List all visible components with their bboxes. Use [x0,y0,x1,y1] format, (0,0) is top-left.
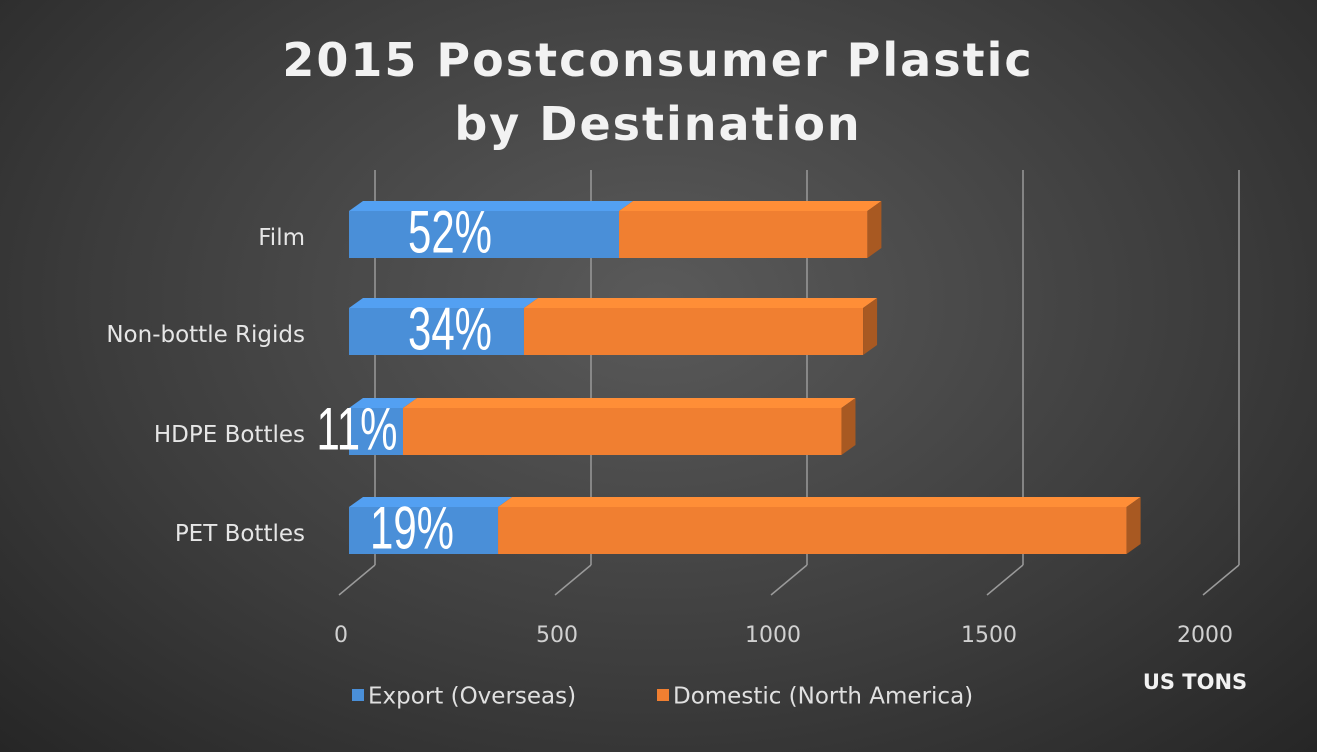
legend-label: Export (Overseas) [368,684,576,710]
x-tick-label: 0 [334,623,348,648]
grid-floor-line [1202,564,1240,596]
grid-floor-line [554,564,592,596]
bar [349,211,619,258]
bar-annotation: 19% [370,494,454,561]
x-tick-label: 1500 [961,623,1017,648]
x-axis-label: US TONS [1143,670,1247,694]
bar-top [349,298,538,308]
x-tick-label: 1000 [745,623,801,648]
bar-top [498,497,1141,507]
bar [523,308,864,355]
chart-title: 2015 Postconsumer Plastic by Destination [282,33,1034,151]
legend-swatch [657,689,669,701]
bar-top [349,497,513,507]
bar-top [619,201,882,211]
bar [498,507,1127,554]
bar-annotation: 52% [408,198,492,265]
bar-side [841,398,856,455]
bar [403,408,842,455]
bar [349,408,403,455]
x-tick-label: 500 [536,623,578,648]
bar-top [349,201,633,211]
bar [619,211,868,258]
bar-top [349,398,417,408]
x-tick-label: 2000 [1177,623,1233,648]
bar-top [403,398,856,408]
bar-top [523,298,878,308]
y-tick-label: Non-bottle Rigids [106,322,305,348]
legend-label: Domestic (North America) [673,684,973,710]
grid-floor-line [338,564,376,596]
bar-side [863,298,878,355]
bar-annotation: 11% [317,395,398,462]
y-tick-label: Film [258,225,305,251]
y-tick-label: HDPE Bottles [154,422,305,448]
bar-annotation: 34% [408,295,492,362]
y-tick-label: PET Bottles [175,521,305,547]
bar [349,308,524,355]
bar-side [867,201,882,258]
legend-swatch [352,689,364,701]
bar [349,507,499,554]
grid-floor-line [770,564,808,596]
grid-floor-line [986,564,1024,596]
bar-side [1126,497,1141,554]
